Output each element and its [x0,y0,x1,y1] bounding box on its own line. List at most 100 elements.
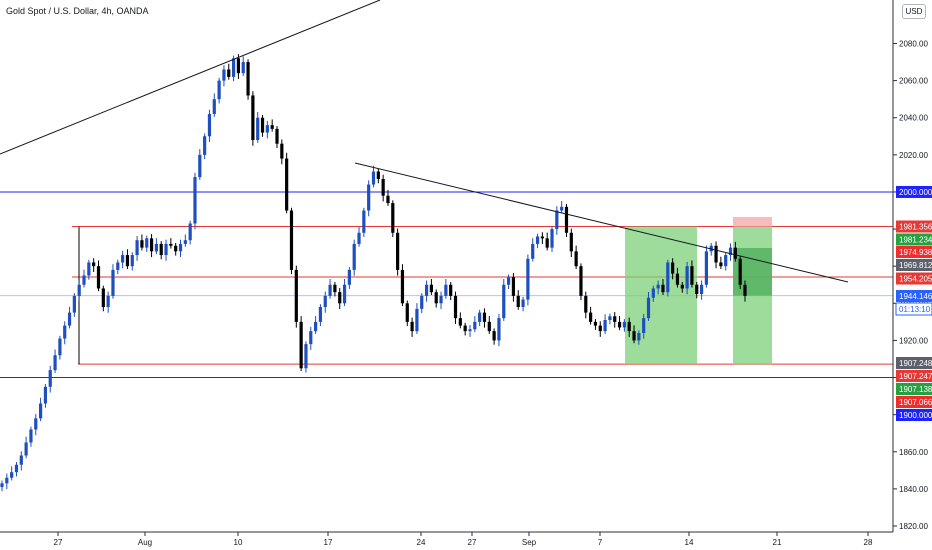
candle-body[interactable] [506,277,511,285]
candle-body[interactable] [434,292,438,304]
candle-body[interactable] [453,295,458,319]
candle-body[interactable] [260,117,265,133]
candle-body[interactable] [487,321,491,332]
candle-body[interactable] [58,338,62,356]
candle-body[interactable] [531,243,535,259]
candle-body[interactable] [617,321,622,328]
candle-body[interactable] [671,262,675,274]
candle-body[interactable] [125,255,130,267]
candle-body[interactable] [415,308,419,332]
candle-body[interactable] [135,240,139,256]
candle-body[interactable] [622,321,626,328]
candle-body[interactable] [169,243,173,246]
candle-body[interactable] [521,299,525,308]
candle-body[interactable] [535,236,540,244]
candle-body[interactable] [333,284,337,293]
candle-body[interactable] [661,284,665,293]
candle-body[interactable] [642,318,646,333]
candle-body[interactable] [280,143,284,159]
candle-body[interactable] [14,464,19,473]
candle-body[interactable] [569,232,573,252]
candle-body[interactable] [48,370,52,387]
candle-body[interactable] [608,316,612,321]
candle-body[interactable] [212,99,216,115]
candle-body[interactable] [231,58,236,77]
candle-body[interactable] [183,240,187,244]
candle-body[interactable] [724,255,728,267]
candle-body[interactable] [637,333,641,341]
candle-body[interactable] [0,483,4,488]
candle-body[interactable] [53,355,57,371]
candle-body[interactable] [116,262,120,270]
candle-body[interactable] [733,247,737,259]
candle-body[interactable] [323,295,327,308]
candle-body[interactable] [256,117,260,140]
candle-body[interactable] [72,295,76,313]
candle-body[interactable] [468,329,472,332]
candle-body[interactable] [357,232,361,244]
candle-body[interactable] [174,245,178,252]
candle-body[interactable] [318,307,323,322]
candle-body[interactable] [738,258,742,285]
candle-body[interactable] [246,62,250,96]
candle-body[interactable] [579,266,583,296]
candle-body[interactable] [154,243,158,252]
candle-body[interactable] [550,229,554,248]
candle-body[interactable] [405,303,409,322]
candle-body[interactable] [371,171,376,185]
candle-body[interactable] [203,136,207,155]
candle-body[interactable] [111,269,115,296]
long-position-target-zone[interactable] [625,226,697,365]
candle-body[interactable] [299,321,303,369]
candle-body[interactable] [555,210,559,230]
candle-body[interactable] [391,203,395,233]
candle-body[interactable] [314,321,318,332]
candle-body[interactable] [289,210,294,270]
candle-body[interactable] [429,284,433,293]
candle-body[interactable] [646,297,651,319]
candle-body[interactable] [270,125,274,129]
candle-body[interactable] [193,177,197,224]
candle-body[interactable] [265,125,269,133]
candle-body[interactable] [386,195,390,204]
candle-body[interactable] [140,240,144,248]
candle-body[interactable] [603,320,607,332]
candle-body[interactable] [251,95,255,140]
candle-body[interactable] [38,403,43,419]
candle-body[interactable] [540,236,544,239]
candle-body[interactable] [743,284,747,296]
candle-body[interactable] [381,178,385,196]
candle-body[interactable] [690,266,694,285]
candle-body[interactable] [106,295,110,308]
candle-body[interactable] [666,262,670,293]
candle-body[interactable] [424,284,429,296]
rising-trendline[interactable] [0,0,381,155]
candle-body[interactable] [149,238,154,252]
candle-body[interactable] [482,312,487,322]
candle-body[interactable] [159,243,163,256]
candle-body[interactable] [516,295,520,308]
candle-body[interactable] [511,277,516,296]
candle-body[interactable] [444,284,448,296]
candle-body[interactable] [227,69,231,77]
candle-body[interactable] [309,331,313,345]
candle-body[interactable] [328,284,332,296]
candle-body[interactable] [304,344,308,369]
candle-body[interactable] [5,477,9,484]
candle-body[interactable] [362,210,366,233]
candle-body[interactable] [449,284,453,296]
candle-body[interactable] [96,266,101,289]
candle-body[interactable] [728,247,733,256]
candle-body[interactable] [347,269,351,285]
candle-body[interactable] [400,269,405,304]
currency-button[interactable]: USD [902,4,926,19]
candle-body[interactable] [376,171,380,179]
candle-body[interactable] [675,273,680,285]
candle-body[interactable] [101,288,105,308]
candle-body[interactable] [719,262,723,267]
descending-trendline[interactable] [354,162,849,283]
candle-body[interactable] [29,429,33,443]
candle-body[interactable] [564,206,569,233]
candle-body[interactable] [699,284,704,295]
candle-body[interactable] [695,284,699,295]
